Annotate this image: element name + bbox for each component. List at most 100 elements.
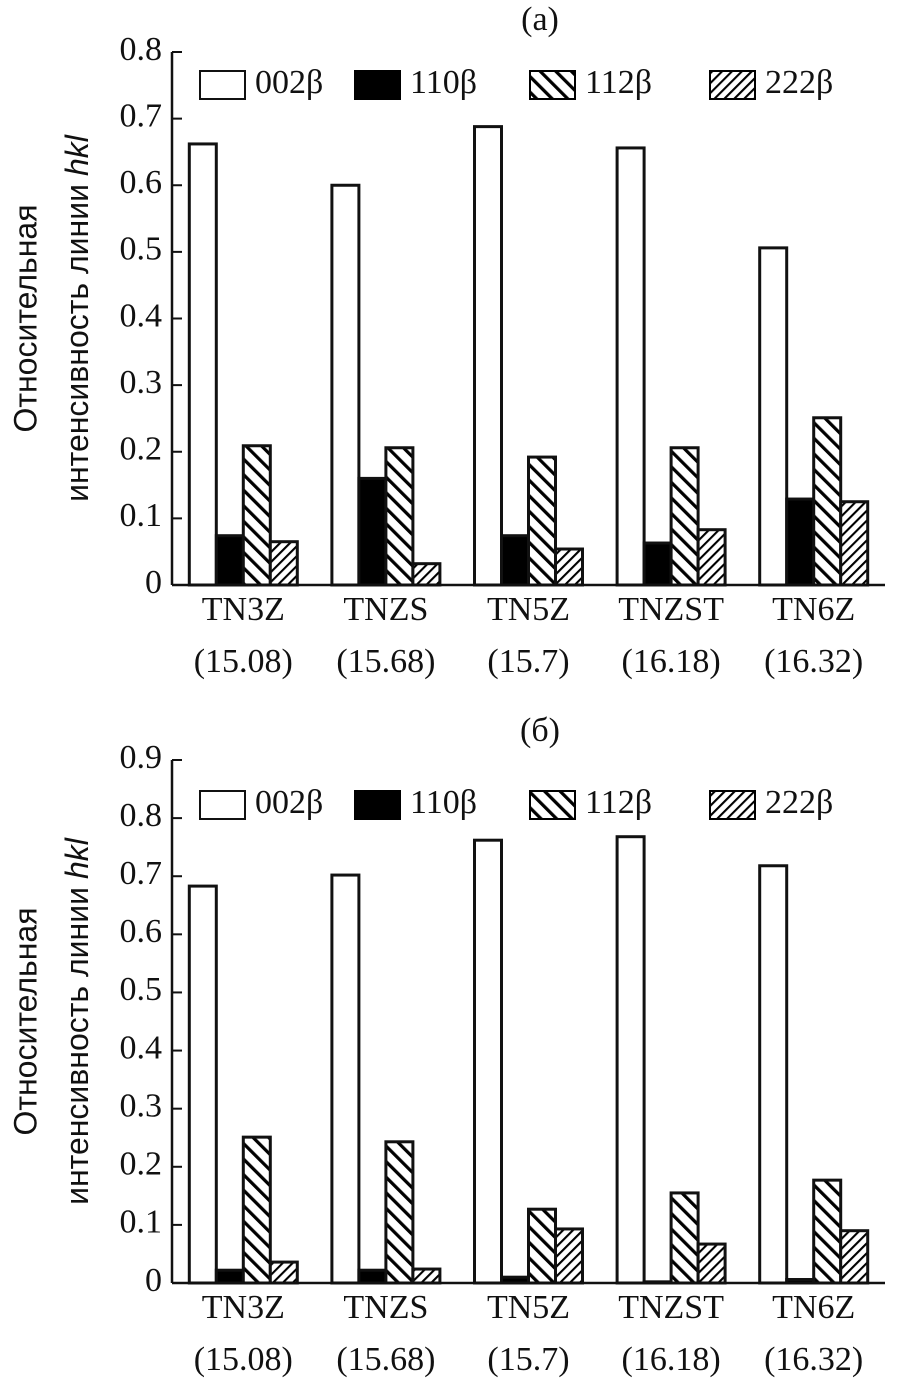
- legend-swatch: [709, 790, 756, 820]
- x-tick-label: (15.08): [194, 1341, 293, 1378]
- y-tick-label: 0: [145, 1262, 162, 1299]
- x-tick-label: (16.18): [622, 1341, 721, 1378]
- bar: [812, 416, 843, 587]
- bar: [839, 500, 870, 587]
- legend-swatch: [709, 70, 756, 100]
- bar: [554, 1227, 584, 1285]
- bar: [669, 1191, 700, 1285]
- y-tick-label: 0.5: [120, 231, 163, 268]
- bar: [527, 1207, 557, 1285]
- bar: [187, 142, 218, 587]
- y-axis-label: Относительная: [7, 907, 43, 1135]
- legend-swatch: [354, 70, 401, 100]
- bar: [615, 146, 646, 587]
- bar: [214, 534, 245, 587]
- x-tick-label: (15.7): [487, 1341, 569, 1378]
- y-tick-label: 0.1: [120, 1204, 163, 1241]
- bar: [330, 873, 361, 1285]
- y-axis-label: интенсивность линии hkl: [59, 837, 95, 1205]
- y-tick-label: 0.4: [120, 297, 163, 334]
- bar: [411, 1267, 442, 1285]
- y-tick-label: 0.8: [120, 797, 163, 834]
- y-axis-label-part: интенсивность линии: [59, 184, 95, 502]
- legend-swatch: [199, 70, 246, 100]
- y-tick-label: 0.6: [120, 913, 163, 950]
- bar: [812, 1178, 843, 1285]
- y-axis-label: Относительная: [7, 204, 43, 432]
- x-tick-label: TNZST: [618, 591, 724, 628]
- x-tick-label: (15.68): [336, 643, 435, 680]
- y-tick-label: 0: [145, 564, 162, 601]
- panel-title: (a): [521, 1, 559, 38]
- bar: [696, 528, 727, 587]
- x-tick-label: TNZST: [618, 1289, 724, 1326]
- y-axis-label: интенсивность линии hkl: [59, 134, 95, 502]
- y-tick-label: 0.2: [120, 431, 163, 468]
- legend-label: 222β: [765, 64, 833, 101]
- bar: [411, 562, 442, 587]
- bar: [473, 838, 503, 1285]
- legend-swatch: [354, 790, 401, 820]
- bar: [330, 183, 361, 587]
- x-tick-label: TN6Z: [772, 1289, 855, 1326]
- legend-label: 002β: [255, 784, 323, 821]
- x-tick-label: TNZS: [343, 591, 428, 628]
- bar: [642, 541, 673, 587]
- bar: [268, 1260, 299, 1285]
- legend-label: 110β: [410, 64, 477, 101]
- x-tick-label: TN6Z: [772, 591, 855, 628]
- bar: [473, 125, 503, 587]
- legend-label: 222β: [765, 784, 833, 821]
- x-tick-label: (15.7): [487, 643, 569, 680]
- bar: [527, 455, 557, 587]
- y-tick-label: 0.6: [120, 164, 163, 201]
- legend-label: 110β: [410, 784, 477, 821]
- bar: [669, 446, 700, 587]
- x-tick-label: TN5Z: [487, 1289, 570, 1326]
- y-tick-label: 0.7: [120, 855, 163, 892]
- bar: [758, 246, 789, 587]
- y-axis-label-part: hkl: [59, 134, 95, 176]
- bar: [554, 547, 584, 587]
- bar: [696, 1242, 727, 1285]
- y-tick-label: 0.3: [120, 1087, 163, 1124]
- legend-swatch: [529, 790, 576, 820]
- panel-title: (б): [520, 712, 560, 749]
- bar: [384, 446, 415, 587]
- x-tick-label: (16.32): [764, 1341, 863, 1378]
- y-axis-label-part: hkl: [59, 837, 95, 879]
- legend-label: 112β: [585, 784, 652, 821]
- y-tick-label: 0.3: [120, 364, 163, 401]
- y-tick-label: 0.5: [120, 971, 163, 1008]
- bar: [187, 884, 218, 1285]
- bar: [758, 864, 789, 1285]
- x-tick-label: (16.32): [764, 643, 863, 680]
- legend-swatch: [529, 70, 576, 100]
- bar: [241, 444, 272, 587]
- bar: [268, 540, 299, 587]
- bar: [357, 1268, 388, 1285]
- y-tick-label: 0.2: [120, 1146, 163, 1183]
- x-tick-label: TN3Z: [202, 1289, 285, 1326]
- x-tick-label: (15.68): [336, 1341, 435, 1378]
- x-tick-label: (15.08): [194, 643, 293, 680]
- y-tick-label: 0.7: [120, 97, 163, 134]
- x-tick-label: TNZS: [343, 1289, 428, 1326]
- legend-label: 112β: [585, 64, 652, 101]
- bar: [384, 1140, 415, 1285]
- bar: [839, 1229, 870, 1285]
- x-tick-label: TN5Z: [487, 591, 570, 628]
- legend-swatch: [199, 790, 246, 820]
- bar: [214, 1268, 245, 1285]
- y-tick-label: 0.1: [120, 497, 163, 534]
- y-tick-label: 0.8: [120, 31, 163, 68]
- x-tick-label: (16.18): [622, 643, 721, 680]
- x-tick-label: TN3Z: [202, 591, 285, 628]
- bar: [357, 476, 388, 587]
- y-tick-label: 0.9: [120, 739, 163, 776]
- bar: [615, 835, 646, 1285]
- y-axis-label-part: интенсивность линии: [59, 887, 95, 1205]
- legend-label: 002β: [255, 64, 323, 101]
